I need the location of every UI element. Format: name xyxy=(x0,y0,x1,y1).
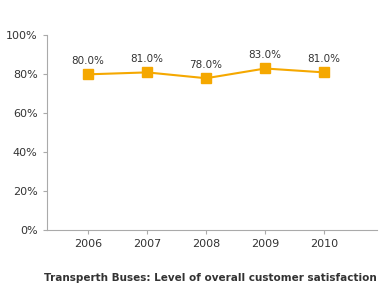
Text: 78.0%: 78.0% xyxy=(189,60,223,70)
Text: 80.0%: 80.0% xyxy=(72,56,105,66)
Text: 81.0%: 81.0% xyxy=(308,54,341,64)
Text: 83.0%: 83.0% xyxy=(249,50,282,60)
Text: 81.0%: 81.0% xyxy=(131,54,163,64)
Text: Transperth Buses: Level of overall customer satisfaction: Transperth Buses: Level of overall custo… xyxy=(44,273,377,283)
